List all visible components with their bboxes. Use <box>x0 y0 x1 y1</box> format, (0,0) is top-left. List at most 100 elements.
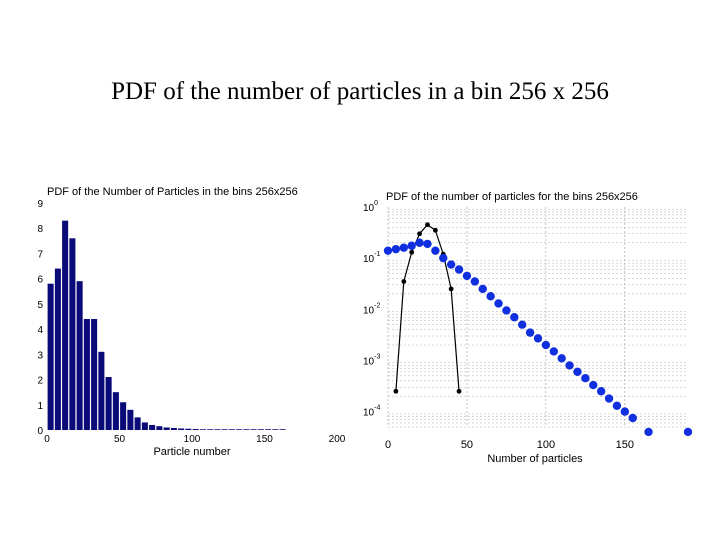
scatter-point-blue <box>612 401 622 410</box>
histogram-bar <box>112 392 119 430</box>
scatter-point-black <box>409 249 415 255</box>
slide-title: PDF of the number of particles in a bin … <box>111 78 609 105</box>
scatter-xtick-label: 100 <box>537 439 555 451</box>
histogram-bar <box>170 427 177 430</box>
scatter-point-blue <box>502 306 511 315</box>
scatter-point-black <box>393 388 399 394</box>
histogram-xtick-label: 0 <box>44 434 50 445</box>
histogram-bar <box>62 220 69 430</box>
histogram-bar <box>228 429 235 430</box>
scatter-title: PDF of the number of particles for the b… <box>386 191 638 203</box>
scatter-point-blue <box>541 340 551 350</box>
histogram-xlabel: Particle number <box>153 446 230 458</box>
histogram-bar <box>185 428 192 430</box>
histogram-bar <box>76 281 83 430</box>
scatter-ytick-label: 100 <box>363 200 378 214</box>
scatter-point-blue <box>628 413 637 423</box>
scatter-point-blue <box>383 246 393 255</box>
histogram-bar <box>221 429 228 430</box>
scatter-xtick-label: 150 <box>616 439 634 451</box>
histogram-ytick-label: 0 <box>37 426 43 437</box>
histogram-bar <box>265 429 272 430</box>
histogram-bar <box>134 417 141 430</box>
histogram-bar <box>91 319 98 430</box>
scatter-point-blue <box>596 387 606 396</box>
histogram-xtick-label: 200 <box>329 434 346 445</box>
histogram-bar <box>214 429 221 430</box>
scatter-ytick-label: 10-3 <box>363 353 380 367</box>
scatter-point-blue <box>533 334 543 343</box>
histogram-bar <box>47 283 54 430</box>
histogram-ytick-label: 9 <box>37 199 43 210</box>
scatter-point-blue <box>581 373 590 383</box>
scatter-point-blue <box>604 394 614 403</box>
scatter-xtick-label: 0 <box>385 439 391 451</box>
histogram-bar <box>156 426 163 430</box>
scatter-point-blue <box>423 239 432 249</box>
scatter-point-black <box>401 279 407 284</box>
scatter-xtick-label: 50 <box>461 439 473 451</box>
histogram-bar <box>236 429 243 430</box>
scatter-point-blue <box>620 407 630 416</box>
histogram-bar <box>243 429 250 430</box>
histogram-bar <box>163 427 170 430</box>
scatter-ytick-label: 10-4 <box>363 405 380 419</box>
histogram-ytick-label: 1 <box>37 401 43 412</box>
histogram-ytick-label: 7 <box>37 249 43 260</box>
scatter-point-black <box>448 286 454 292</box>
scatter-point-blue <box>518 320 527 329</box>
histogram-ytick-label: 6 <box>37 275 43 286</box>
histogram-title: PDF of the Number of Particles in the bi… <box>47 186 298 198</box>
histogram-ytick-label: 2 <box>37 376 43 387</box>
histogram-bar <box>69 238 76 430</box>
histogram-bar <box>98 351 105 430</box>
scatter-point-blue <box>399 243 408 252</box>
scatter-point-blue <box>549 347 558 356</box>
scatter-point-black <box>432 227 438 233</box>
histogram-bar <box>54 268 61 430</box>
scatter-ytick-label: 10-2 <box>363 302 380 316</box>
histogram-bar <box>83 319 90 430</box>
scatter-point-blue <box>415 238 424 247</box>
histogram-bar <box>120 402 127 430</box>
scatter-point-blue <box>557 354 566 363</box>
scatter-point-blue <box>470 277 480 286</box>
histogram-bar <box>272 429 279 430</box>
scatter-point-blue <box>510 313 519 322</box>
scatter-ytick-label: 10-1 <box>363 251 380 265</box>
scatter-point-blue <box>407 241 416 250</box>
scatter-point-blue <box>644 427 653 437</box>
scatter-point-blue <box>478 284 487 294</box>
scatter-point-black <box>417 231 422 237</box>
scatter-point-blue <box>446 260 456 269</box>
histogram-xtick-label: 50 <box>114 434 126 445</box>
histogram-ytick-label: 8 <box>37 224 43 235</box>
histogram-ytick-label: 3 <box>37 350 43 361</box>
histogram-bar <box>207 429 214 430</box>
histogram-bar <box>105 377 112 430</box>
scatter-point-blue <box>454 265 464 274</box>
histogram-bar <box>250 429 257 430</box>
scatter-point-blue <box>431 246 440 255</box>
scatter-point-blue <box>486 292 495 301</box>
scatter-point-blue <box>494 299 503 308</box>
histogram-bar <box>178 428 185 430</box>
histogram-bar <box>127 409 134 430</box>
scatter-xlabel: Number of particles <box>487 453 583 465</box>
scatter-point-blue <box>565 361 574 370</box>
histogram-bar <box>199 429 206 430</box>
histogram-ytick-label: 4 <box>37 325 43 336</box>
scatter-point-blue <box>525 328 535 337</box>
scatter-point-blue <box>391 244 401 254</box>
histogram-bar <box>149 424 156 430</box>
histogram-xtick-label: 100 <box>184 434 201 445</box>
histogram-bar <box>279 429 286 430</box>
histogram-bar <box>141 422 148 430</box>
scatter-point-blue <box>439 253 448 263</box>
scatter-point-black <box>456 388 462 394</box>
histogram-ytick-label: 5 <box>37 300 43 311</box>
histogram-bar <box>192 428 199 430</box>
scatter-point-black <box>425 222 430 228</box>
